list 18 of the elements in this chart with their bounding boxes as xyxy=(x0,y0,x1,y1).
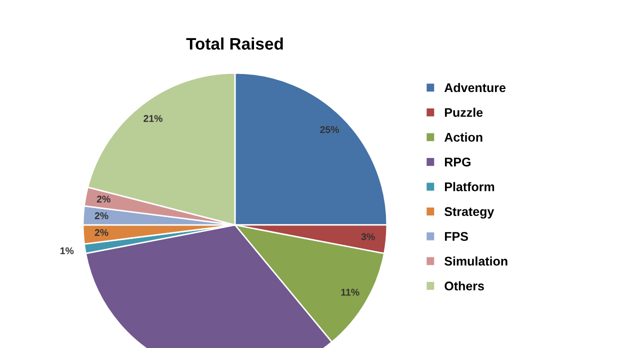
data-label: 25% xyxy=(320,126,340,134)
legend-label: Puzzle xyxy=(444,108,483,117)
data-label: 2% xyxy=(94,229,108,236)
legend-label: Adventure xyxy=(444,82,506,92)
chart-title: Total Raised xyxy=(186,37,283,50)
data-label: 2% xyxy=(96,196,110,203)
legend-label: Strategy xyxy=(444,207,494,219)
legend-label: RPG xyxy=(444,158,470,166)
legend-label: FPS xyxy=(444,232,468,241)
data-label: 11% xyxy=(341,288,360,296)
legend-label: Action xyxy=(444,132,482,142)
data-label: 21% xyxy=(144,115,162,122)
legend-label: Platform xyxy=(444,182,494,192)
legend-label: Simulation xyxy=(444,256,508,266)
data-label: 3% xyxy=(361,233,375,240)
data-label: 1% xyxy=(60,247,74,254)
data-label: 2% xyxy=(94,212,108,220)
legend-label: Others xyxy=(444,281,484,290)
